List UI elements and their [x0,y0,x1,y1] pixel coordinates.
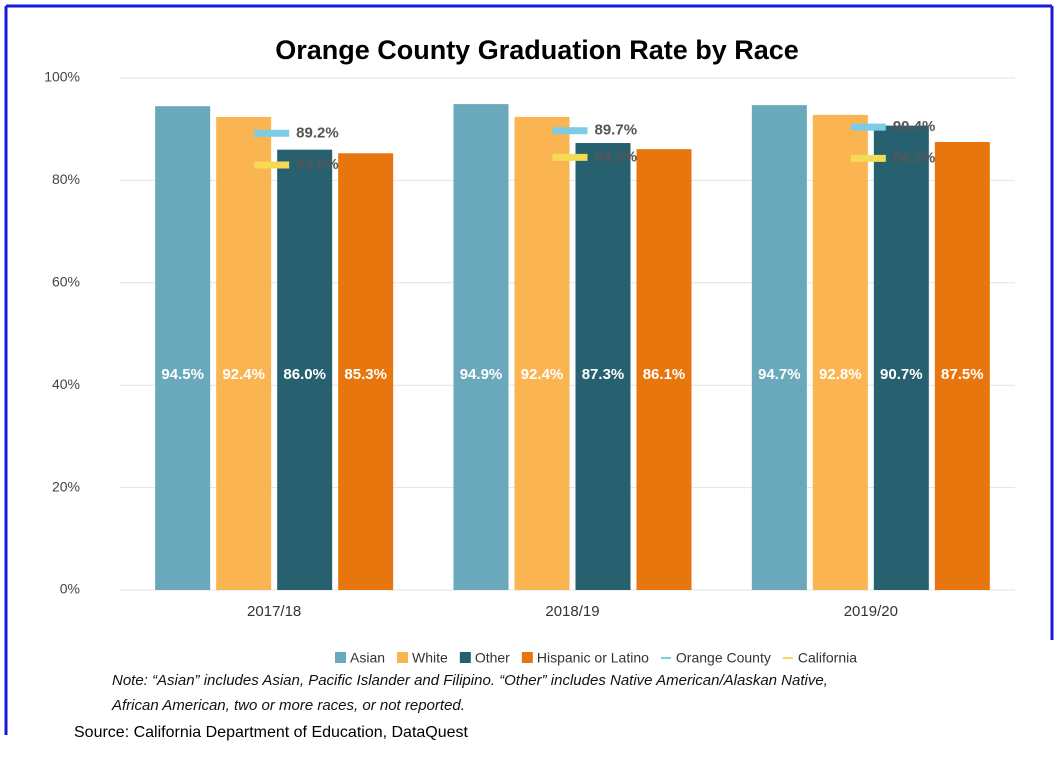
bar [514,116,570,591]
note: Note: “Asian” includes Asian, Pacific Is… [112,672,828,689]
bar-value-label: 85.3% [344,366,387,383]
bar-value-label: 87.3% [582,366,625,383]
bar [575,143,631,591]
legend-label: California [798,650,857,666]
legend-swatch [521,652,533,663]
legend-swatch [397,652,409,663]
y-tick-label: 80% [52,171,80,187]
bar [873,125,929,590]
legend-label: Orange County [676,650,771,666]
line-value-label: 90.4% [893,118,936,135]
bar-value-label: 92.4% [222,366,265,383]
line-value-label: 89.2% [296,124,339,141]
x-tick-label: 2017/18 [247,603,301,620]
legend-label: Other [475,650,510,666]
note: African American, two or more races, or … [111,697,465,714]
bar-value-label: 94.7% [758,366,801,383]
legend-swatch [459,652,471,663]
bar [453,104,509,590]
bar-value-label: 92.4% [521,366,564,383]
bar [934,142,990,590]
bar-value-label: 92.8% [819,366,862,383]
bar [751,105,807,591]
bar-value-label: 87.5% [941,366,984,383]
bar [277,149,333,590]
y-tick-label: 40% [52,376,80,392]
line-value-label: 84.3% [893,149,936,166]
x-tick-label: 2018/19 [545,603,599,620]
source: Source: California Department of Educati… [74,724,469,741]
bar-value-label: 86.1% [643,366,686,383]
bar [338,153,394,590]
legend-swatch [335,652,346,663]
line-value-label: 84.5% [595,148,638,165]
bar [155,106,211,590]
bar-value-label: 90.7% [880,366,923,383]
line-value-label: 89.7% [595,122,638,139]
y-tick-label: 0% [60,581,80,597]
y-tick-label: 100% [44,69,80,85]
line-value-label: 83.0% [296,156,339,173]
bar [636,149,692,590]
y-tick-label: 20% [52,478,80,494]
bar [812,114,868,590]
chart-title: Orange County Graduation Rate by Race [275,35,799,65]
legend-label: Hispanic or Latino [537,650,649,666]
bar-value-label: 94.9% [460,366,503,383]
bar-value-label: 86.0% [283,366,326,383]
y-tick-label: 60% [52,274,80,290]
bar [216,116,272,591]
legend-label: White [412,650,448,666]
bar-value-label: 94.5% [161,366,204,383]
x-tick-label: 2019/20 [844,603,898,620]
legend-label: Asian [350,650,385,666]
